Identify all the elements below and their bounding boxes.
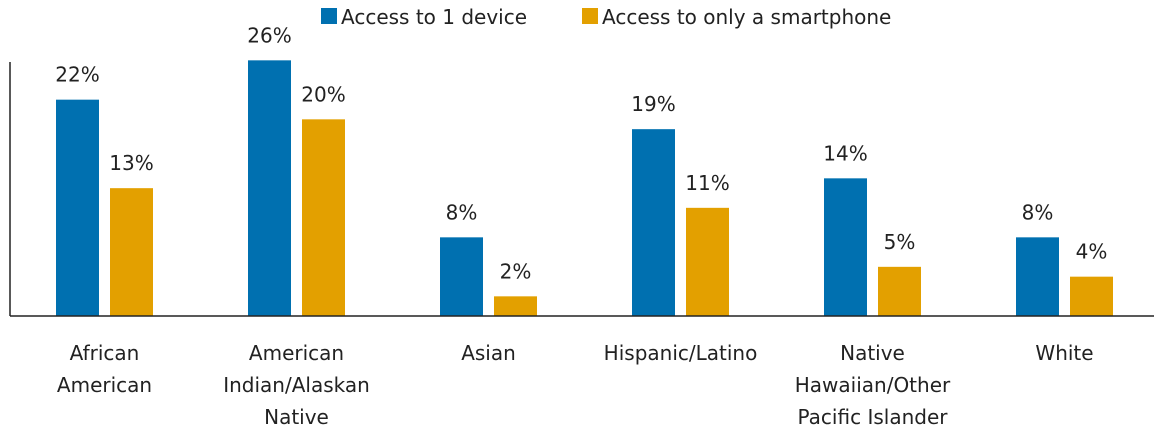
data-labels-layer: 22% 13% 26% 20% 8% 2% 19% 11% 14% 5% 8% 4% bbox=[55, 23, 1107, 283]
category-label-4-line-1: Hispanic/Latino bbox=[604, 341, 758, 365]
category-label-2-line-3: Native bbox=[264, 405, 329, 429]
data-label-s1-2: 26% bbox=[247, 23, 291, 47]
bar-s1-3 bbox=[440, 237, 483, 316]
data-label-s2-2: 20% bbox=[301, 82, 345, 106]
bar-s1-4 bbox=[632, 129, 675, 316]
bar-s2-3 bbox=[494, 296, 537, 316]
legend-label-2: Access to only a smartphone bbox=[602, 5, 891, 29]
category-label-5-line-3: Pacific Islander bbox=[798, 405, 949, 429]
bar-s2-1 bbox=[110, 188, 153, 316]
category-label-6-line-1: White bbox=[1035, 341, 1093, 365]
bar-s1-1 bbox=[56, 99, 99, 317]
bar-s2-2 bbox=[302, 119, 345, 316]
data-label-s1-5: 14% bbox=[823, 141, 867, 165]
bar-s2-5 bbox=[878, 266, 921, 316]
data-label-s1-6: 8% bbox=[1022, 200, 1054, 224]
data-label-s1-4: 19% bbox=[631, 92, 675, 116]
category-label-5-line-2: Hawaiian/Other bbox=[795, 373, 951, 397]
bars-layer bbox=[56, 60, 1113, 317]
data-label-s2-1: 13% bbox=[109, 151, 153, 175]
bar-s1-6 bbox=[1016, 237, 1059, 316]
category-label-1-line-1: African bbox=[70, 341, 140, 365]
category-label-3-line-1: Asian bbox=[461, 341, 516, 365]
bar-s2-4 bbox=[686, 207, 729, 316]
category-label-2-line-1: American bbox=[249, 341, 344, 365]
legend-label-1: Access to 1 device bbox=[341, 5, 527, 29]
bar-s2-6 bbox=[1070, 276, 1113, 316]
bar-s1-2 bbox=[248, 60, 291, 317]
category-label-1-line-2: American bbox=[57, 373, 152, 397]
legend: Access to 1 device Access to only a smart… bbox=[321, 5, 891, 29]
category-labels-layer: African American American Indian/Alaskan Nat… bbox=[57, 341, 1094, 429]
data-label-s2-3: 2% bbox=[500, 259, 532, 283]
legend-swatch-1 bbox=[321, 8, 337, 24]
data-label-s2-4: 11% bbox=[685, 171, 729, 195]
category-label-2-line-2: Indian/Alaskan bbox=[223, 373, 370, 397]
data-label-s1-1: 22% bbox=[55, 63, 99, 87]
data-label-s2-6: 4% bbox=[1076, 240, 1108, 264]
data-label-s2-5: 5% bbox=[884, 230, 916, 254]
legend-swatch-2 bbox=[582, 8, 598, 24]
bar-s1-5 bbox=[824, 178, 867, 316]
category-label-5-line-1: Native bbox=[840, 341, 905, 365]
data-label-s1-3: 8% bbox=[446, 200, 478, 224]
